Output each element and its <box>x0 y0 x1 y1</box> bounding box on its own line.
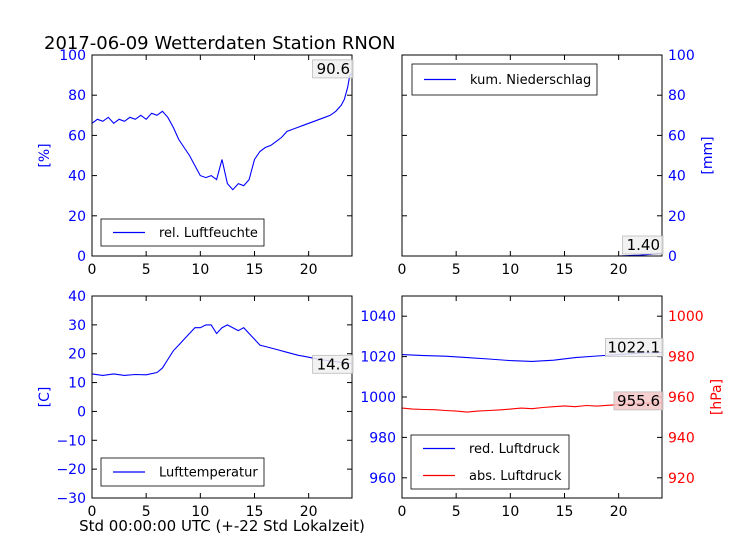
value-annotation-box <box>622 235 664 255</box>
x-tick-label: 10 <box>191 262 209 278</box>
value-annotation-box <box>312 354 354 374</box>
y-tick-label-right: 940 <box>668 430 695 446</box>
y-tick-label: 40 <box>68 289 86 305</box>
y-tick-label: 60 <box>68 128 86 144</box>
x-tick-label: 10 <box>501 262 519 278</box>
y-tick-label: 40 <box>68 169 86 185</box>
panel-2: 0 5 10 15 20 0 20 40 60 80 100 [mm] 1.40 kum. Nieders… <box>398 48 716 278</box>
y-tick-label: −20 <box>56 462 86 478</box>
y-tick-label: 0 <box>77 249 86 265</box>
y-tick-label: 20 <box>668 209 686 225</box>
plot-frame <box>91 54 353 257</box>
y-tick-label: −10 <box>56 433 86 449</box>
x-tick-label: 15 <box>556 262 574 278</box>
y-axis-label: [%] <box>37 143 53 167</box>
x-tick-label: 20 <box>300 504 318 520</box>
y-tick-label-right: 1000 <box>668 309 704 325</box>
figure-title: 2017-06-09 Wetterdaten Station RNON <box>44 33 395 54</box>
y-tick-label: 10 <box>68 376 86 392</box>
y-tick-label-right: 920 <box>668 471 695 487</box>
value-annotation: 90.6 <box>317 60 350 78</box>
x-tick-label: 5 <box>142 262 151 278</box>
panel-1: 0 5 10 15 20 0 20 40 60 80 100 [%] 90.6 rel. Luftfeuc… <box>37 48 354 278</box>
panel-4: 0 5 10 15 20 960 980 1000 1020 1040 920 940 960 980 10… <box>360 295 725 520</box>
legend-entry: red. Luftdruck <box>469 442 560 457</box>
x-tick-label: 5 <box>452 262 461 278</box>
value-annotation-box <box>312 59 354 79</box>
legend-entry: rel. Luftfeuchte <box>159 226 258 241</box>
legend-box <box>410 434 570 490</box>
value-annotation: 955.6 <box>617 392 660 410</box>
x-tick-label: 20 <box>610 504 628 520</box>
x-tick-label: 15 <box>246 262 264 278</box>
x-tick-label: 15 <box>246 504 264 520</box>
y-tick-label: 80 <box>668 88 686 104</box>
y-tick-label: 100 <box>59 48 86 64</box>
x-tick-label: 5 <box>452 504 461 520</box>
x-tick-label: 10 <box>191 504 209 520</box>
y-tick-label: 1000 <box>360 390 396 406</box>
x-tick-label: 10 <box>501 504 519 520</box>
y-axis-label-right: [hPa] <box>709 379 725 415</box>
y-tick-label: 20 <box>68 347 86 363</box>
y-tick-label: 980 <box>369 430 396 446</box>
y-tick-label: 100 <box>668 48 695 64</box>
x-tick-label: 0 <box>398 262 407 278</box>
series-line-1 <box>91 324 353 376</box>
series-line-1 <box>91 72 353 191</box>
plot-frame <box>91 295 353 499</box>
y-tick-label: 40 <box>668 169 686 185</box>
x-tick-label: 0 <box>88 504 97 520</box>
value-annotation: 1022.1 <box>608 338 661 356</box>
y-tick-label: 20 <box>68 209 86 225</box>
y-tick-label: 0 <box>77 404 86 420</box>
legend-entry: abs. Luftdruck <box>469 469 562 484</box>
x-tick-label: 20 <box>610 262 628 278</box>
panel-3: 0 5 10 15 20 −30 −20 −10 0 10 20 30 40 [C] 14.6 Lufttem… <box>37 289 354 520</box>
y-tick-label: −30 <box>56 491 86 507</box>
y-tick-label: 0 <box>668 249 677 265</box>
x-axis-label: Std 00:00:00 UTC (+-22 Std Lokalzeit) <box>79 517 365 535</box>
value-annotation-box <box>613 391 664 411</box>
value-annotation: 1.40 <box>627 236 660 254</box>
y-tick-label: 30 <box>68 318 86 334</box>
y-tick-label-right: 980 <box>668 350 695 366</box>
y-tick-label: 960 <box>369 471 396 487</box>
x-tick-label: 0 <box>398 504 407 520</box>
x-tick-label: 15 <box>556 504 574 520</box>
y-tick-label-right: 960 <box>668 390 695 406</box>
x-tick-label: 5 <box>142 504 151 520</box>
y-tick-label: 1020 <box>360 350 396 366</box>
y-tick-label: 80 <box>68 88 86 104</box>
x-tick-label: 20 <box>300 262 318 278</box>
legend-entry: kum. Niederschlag <box>470 73 591 88</box>
value-annotation: 14.6 <box>317 355 350 373</box>
y-tick-label: 60 <box>668 128 686 144</box>
legend-entry: Lufttemperatur <box>159 466 258 481</box>
plot-frame <box>401 54 663 257</box>
value-annotation-box <box>605 337 664 357</box>
y-tick-label: 1040 <box>360 309 396 325</box>
y-axis-label: [mm] <box>700 136 716 174</box>
x-tick-label: 0 <box>88 262 97 278</box>
y-axis-label: [C] <box>37 387 53 408</box>
